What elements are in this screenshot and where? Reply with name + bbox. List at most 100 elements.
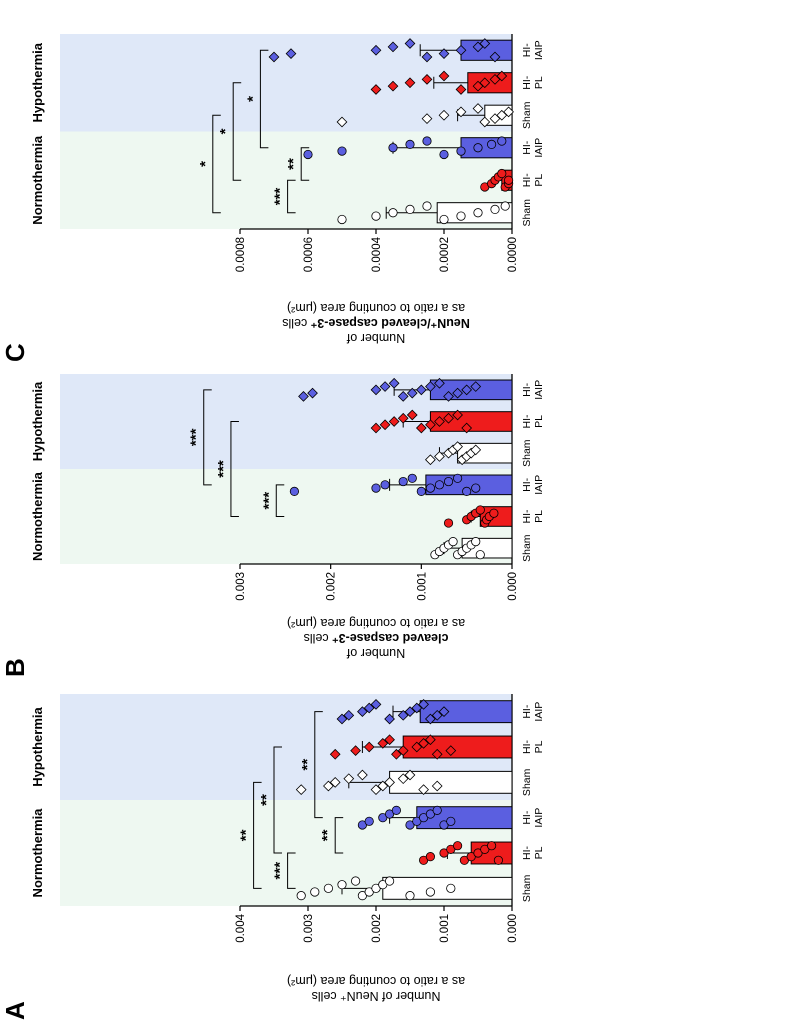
data-point [415,384,427,396]
panel-letter: A [0,1001,30,1020]
normothermia-label: Normothermia [30,135,45,225]
category-label: Sham [521,101,533,129]
data-point [438,48,450,59]
data-point [377,780,389,792]
data-point [461,422,473,434]
data-point [405,204,415,214]
data-point [475,550,485,560]
data-point [425,713,436,725]
significance-bracket [287,852,296,889]
data-point [421,51,433,63]
data-point [388,416,400,427]
data-point [489,508,499,518]
data-point [397,391,409,402]
data-point [438,109,450,121]
data-point [490,204,500,214]
category-label: Sham [521,199,533,227]
data-point [329,776,341,788]
data-point [425,381,436,392]
data-point [336,116,348,128]
category-label: HI- [521,509,533,524]
data-point [370,84,382,95]
data-point [475,505,485,515]
category-label: HI- [521,810,533,825]
data-point [416,486,426,496]
data-point [434,416,445,427]
significance-bracket [253,781,262,889]
category-label: HI- [521,173,533,188]
data-point [439,149,449,160]
significance-bracket [314,711,323,819]
data-point [307,387,318,399]
data-point [388,208,398,218]
data-point [407,473,417,483]
data-point [405,139,415,149]
data-point [380,480,390,490]
significance-bracket [300,147,310,181]
data-point [384,876,395,886]
panel-A: Normothermia Hypothermia A 0.000 0.001 0.002 0… [0,694,545,1020]
data-point [503,106,514,118]
y-axis-label-line: as a ratio to counting area (μm²) [287,301,465,315]
y-tick-label: 0.001 [439,914,451,943]
data-point [446,883,456,893]
significance-label: *** [272,188,289,206]
data-point [387,41,399,53]
hypothermia-label: Hypothermia [30,707,45,787]
data-point [323,883,333,893]
category-label: PL [533,740,545,753]
data-point [473,208,483,218]
data-point [452,441,463,452]
data-point [397,745,409,757]
significance-label: ** [258,794,275,806]
y-tick-label: 0.0008 [235,237,247,272]
category-label: HI- [521,704,533,719]
category-label: HI- [521,740,533,755]
data-point [503,175,514,185]
data-point [422,201,432,211]
significance-label: ** [285,158,302,170]
data-point [371,483,381,493]
y-axis-label-line: cleaved caspase-3⁺ cells [304,631,449,645]
significance-label: * [217,128,234,134]
data-point [489,51,501,63]
data-point [452,473,463,483]
significance-label: *** [215,460,232,478]
data-point [425,887,435,897]
data-point [370,384,382,396]
data-point [462,486,472,496]
significance-bracket [203,389,212,486]
data-point [471,483,481,493]
significance-label: * [197,161,214,167]
y-tick-label: 0.000 [507,914,519,943]
significance-bracket [232,82,242,181]
data-point [425,454,436,466]
data-point [363,702,375,714]
data-point [473,143,483,153]
data-point [443,391,454,402]
data-point [285,48,297,59]
data-point [479,116,491,128]
data-point [357,769,368,781]
data-point [448,537,458,547]
significance-bracket [273,746,282,854]
data-point [455,106,467,118]
category-label: PL [533,76,545,89]
normothermia-region [60,469,512,564]
hypothermia-region [60,374,512,469]
data-point [418,784,429,796]
data-point [391,748,402,760]
panel-letter: B [0,658,30,677]
hypothermia-label: Hypothermia [30,381,45,461]
data-point [425,734,436,746]
category-label: PL [533,174,545,187]
y-axis-label-line: as a ratio to counting area (μm²) [287,974,465,988]
y-tick-label: 0.0004 [371,236,383,272]
y-axis-label-line: NeuN⁺/cleaved caspase-3⁺ cells [282,316,470,330]
data-point [298,391,309,402]
data-point [456,211,466,221]
y-tick-label: 0.002 [326,572,338,601]
data-point [379,419,391,431]
data-point [470,444,482,456]
